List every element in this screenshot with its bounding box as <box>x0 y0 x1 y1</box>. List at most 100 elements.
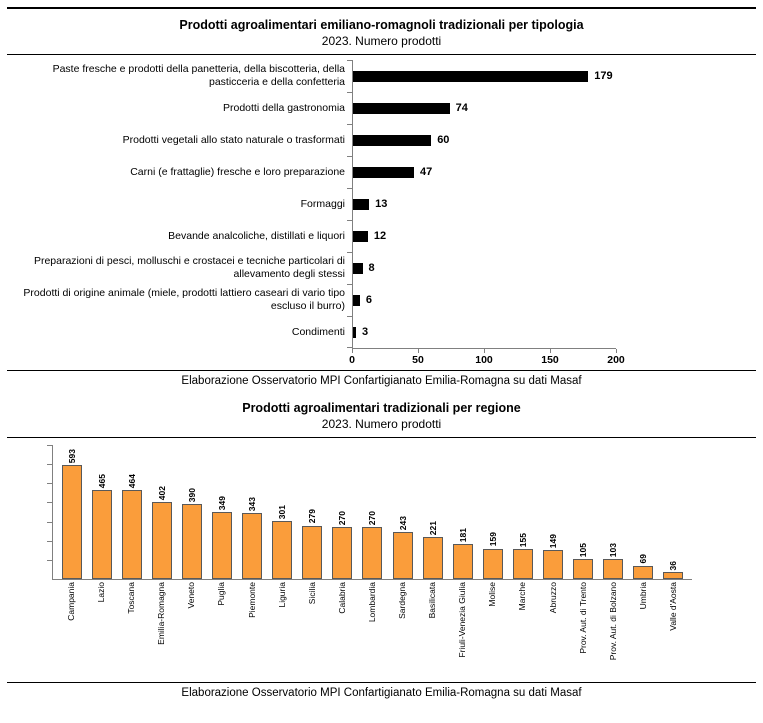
y-axis-tick <box>347 92 352 93</box>
bar <box>352 294 360 306</box>
vbar-chart: 593 465 464 402 390 349 343 301 279 270 270 243 221 1… <box>47 438 763 682</box>
region-label-col: Lombardia <box>361 582 383 622</box>
region-label: Campania <box>66 582 76 621</box>
chart-section-regione: Prodotti agroalimentari tradizionali per… <box>0 401 763 699</box>
y-axis-tick <box>47 483 53 485</box>
region-label: Puglia <box>216 582 227 606</box>
bar-value: 74 <box>455 102 468 114</box>
vbar <box>422 536 443 579</box>
top-divider <box>7 7 756 9</box>
bar-category-label: Preparazioni di pesci, molluschi e crost… <box>33 255 345 280</box>
bar-category-label: Bevande analcoliche, distillati e liquor… <box>168 229 345 242</box>
vbar-col: 390 <box>181 488 203 579</box>
region-label-col: Friuli-Venezia Giulia <box>451 582 473 658</box>
vbar-value: 69 <box>637 554 648 564</box>
vbar-value: 103 <box>607 543 618 558</box>
vbar <box>362 527 383 579</box>
bar <box>352 198 370 210</box>
region-label-col: Toscana <box>120 582 142 614</box>
vbar-category-labels: Campania Lazio Toscana Emilia-Romagna Veneto… <box>52 580 692 682</box>
bar <box>352 134 432 146</box>
vbar-col: 270 <box>331 511 353 579</box>
bar-category-label: Formaggi <box>300 197 345 210</box>
chart-section-tipologia: Prodotti agroalimentari emiliano-romagno… <box>0 18 763 387</box>
vbar <box>62 465 82 579</box>
vbar <box>482 548 503 579</box>
region-label-col: Piemonte <box>241 582 263 618</box>
region-label: Basilicata <box>427 582 438 619</box>
region-label-col: Emilia-Romagna <box>150 582 172 645</box>
vbar <box>512 549 533 579</box>
vbar <box>392 532 413 579</box>
region-label-col: Umbria <box>632 582 654 609</box>
vbar-col: 593 <box>61 449 83 579</box>
vbar-value: 390 <box>187 488 198 503</box>
y-axis-tick <box>47 464 53 466</box>
vbar-plot: 593 465 464 402 390 349 343 301 279 270 270 243 221 1… <box>47 445 692 580</box>
x-axis-tick-label: 100 <box>475 354 493 366</box>
vbar <box>602 559 623 579</box>
region-label-col: Campania <box>60 582 82 621</box>
y-axis-tick <box>347 284 352 285</box>
vbar-col: 349 <box>211 496 233 579</box>
region-label: Molise <box>487 582 498 607</box>
bar-row: Carni (e frattaglie) fresche e loro prep… <box>0 156 763 188</box>
region-label-col: Marche <box>511 582 533 610</box>
y-axis-tick <box>47 559 53 561</box>
vbar-value: 301 <box>277 505 288 520</box>
bar-row: Preparazioni di pesci, molluschi e crost… <box>0 252 763 284</box>
y-axis-tick <box>347 316 352 317</box>
vbar <box>452 544 473 579</box>
vbar-col: 402 <box>151 486 173 579</box>
vbar-col: 343 <box>241 497 263 579</box>
y-axis-tick <box>347 347 352 348</box>
bar-track: 13 <box>352 188 763 220</box>
bar-track: 74 <box>352 92 763 124</box>
chart2-title: Prodotti agroalimentari tradizionali per… <box>242 401 521 415</box>
region-label: Emilia-Romagna <box>156 582 167 645</box>
region-label-col: Molise <box>481 582 503 607</box>
vbar-value: 593 <box>67 449 77 464</box>
region-label-col: Sardegna <box>391 582 413 619</box>
hbar-chart: Paste fresche e prodotti della panetteri… <box>0 55 763 370</box>
vbar-value: 464 <box>127 474 138 489</box>
bar-row: Condimenti 3 <box>0 316 763 348</box>
bar-value: 8 <box>368 262 375 274</box>
bar <box>352 230 368 242</box>
vbar-value: 36 <box>667 560 678 571</box>
y-axis-tick <box>347 60 352 61</box>
chart1-subtitle: 2023. Numero prodotti <box>321 34 442 48</box>
bar-track: 47 <box>352 156 763 188</box>
bar-track: 8 <box>352 252 763 284</box>
bar-track: 6 <box>352 284 763 316</box>
chart2-subtitle: 2023. Numero prodotti <box>321 417 442 431</box>
chart2-source: Elaborazione Osservatorio MPI Confartigi… <box>181 687 582 699</box>
bar-value: 13 <box>375 198 388 210</box>
vbar-col: 301 <box>271 505 293 579</box>
x-axis-tick-label: 0 <box>349 354 355 366</box>
vbar-col: 464 <box>121 474 143 579</box>
y-axis-tick <box>347 252 352 253</box>
y-axis-tick <box>47 502 53 504</box>
bar <box>352 166 415 178</box>
region-label: Sardegna <box>397 582 408 619</box>
vbar-col: 155 <box>512 533 534 579</box>
bar-value: 60 <box>437 134 450 146</box>
bar <box>352 102 450 114</box>
bar-track: 179 <box>352 60 763 92</box>
vbar <box>302 525 323 579</box>
bar-row: Prodotti della gastronomia 74 <box>0 92 763 124</box>
bar-row: Prodotti vegetali allo stato naturale o … <box>0 124 763 156</box>
region-label-col: Prov. Aut. di Trento <box>572 582 594 654</box>
region-label-col: Valle d'Aosta <box>662 582 684 631</box>
vbar-value: 270 <box>337 511 348 526</box>
bar-category-label: Condimenti <box>291 325 345 338</box>
x-axis-tick-label: 150 <box>541 354 559 366</box>
region-label: Lazio <box>96 582 107 603</box>
region-label: Sicilia <box>306 582 317 605</box>
vbar <box>242 513 263 579</box>
vbar <box>152 502 173 579</box>
vbar-col: 149 <box>542 534 564 579</box>
vbar-value: 221 <box>427 520 438 535</box>
